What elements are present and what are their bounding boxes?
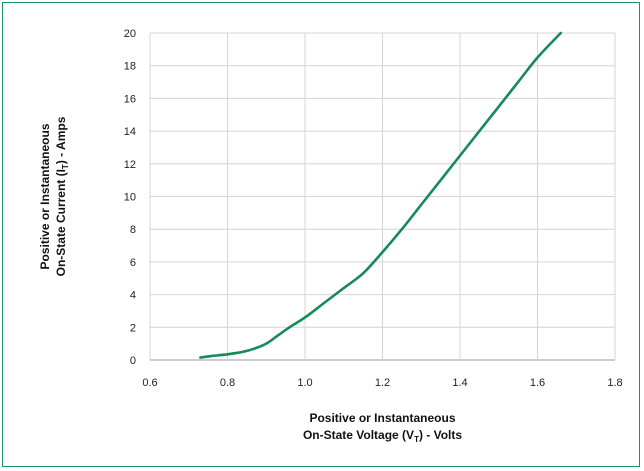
x-tick-label: 0.8: [220, 377, 235, 389]
y-tick-label: 4: [130, 290, 136, 302]
x-tick-label: 1.8: [607, 377, 622, 389]
chart-frame: 0 2 4 6 8 10 12 14 16 18 20 0.6 0.8 1.0 1.2 1.4 1.6 1.8 P…: [2, 2, 640, 467]
grid: [149, 32, 616, 361]
tick-labels: 0 2 4 6 8 10 12 14 16 18 20 0.6 0.8 1.0 1.2 1.4 1.6 1.8: [124, 28, 623, 389]
on-state-current-curve: [199, 31, 563, 359]
y-tick-label: 16: [124, 93, 136, 105]
y-tick-label: 0: [130, 355, 136, 367]
y-tick-label: 6: [130, 257, 136, 269]
y-tick-label: 18: [124, 61, 136, 73]
x-axis-title-suffix: ) - Volts: [419, 428, 462, 442]
y-tick-label: 8: [130, 224, 136, 236]
y-axis-title-line-2: On-State Current (IT) - Amps: [54, 116, 70, 276]
y-axis-title-suffix: ) - Amps: [54, 116, 68, 164]
plot-area: [199, 31, 563, 359]
x-tick-label: 1.6: [530, 377, 545, 389]
y-axis-title-subscript: T: [61, 164, 70, 169]
iv-characteristic-chart: 0 2 4 6 8 10 12 14 16 18 20 0.6 0.8 1.0 1.2 1.4 1.6 1.8 P…: [38, 28, 623, 444]
y-tick-label: 2: [130, 322, 136, 334]
x-tick-label: 0.6: [142, 377, 157, 389]
x-tick-label: 1.4: [452, 377, 467, 389]
y-tick-label: 20: [124, 28, 136, 40]
y-axis-title-line-1: Positive or Instantaneous: [38, 123, 52, 269]
y-axis-title: Positive or Instantaneous On-State Curre…: [38, 116, 70, 276]
x-axis-title-line-2: On-State Voltage (VT) - Volts: [303, 428, 462, 444]
x-axis-title-line-1: Positive or Instantaneous: [309, 411, 455, 425]
y-tick-label: 14: [124, 126, 136, 138]
x-axis-title-subscript: T: [414, 435, 419, 444]
x-axis-title-main: On-State Voltage (V: [303, 428, 414, 442]
x-tick-label: 1.2: [375, 377, 390, 389]
x-tick-label: 1.0: [297, 377, 312, 389]
y-axis-title-main: On-State Current (I: [54, 169, 68, 276]
y-tick-label: 10: [124, 192, 136, 204]
y-tick-label: 12: [124, 159, 136, 171]
